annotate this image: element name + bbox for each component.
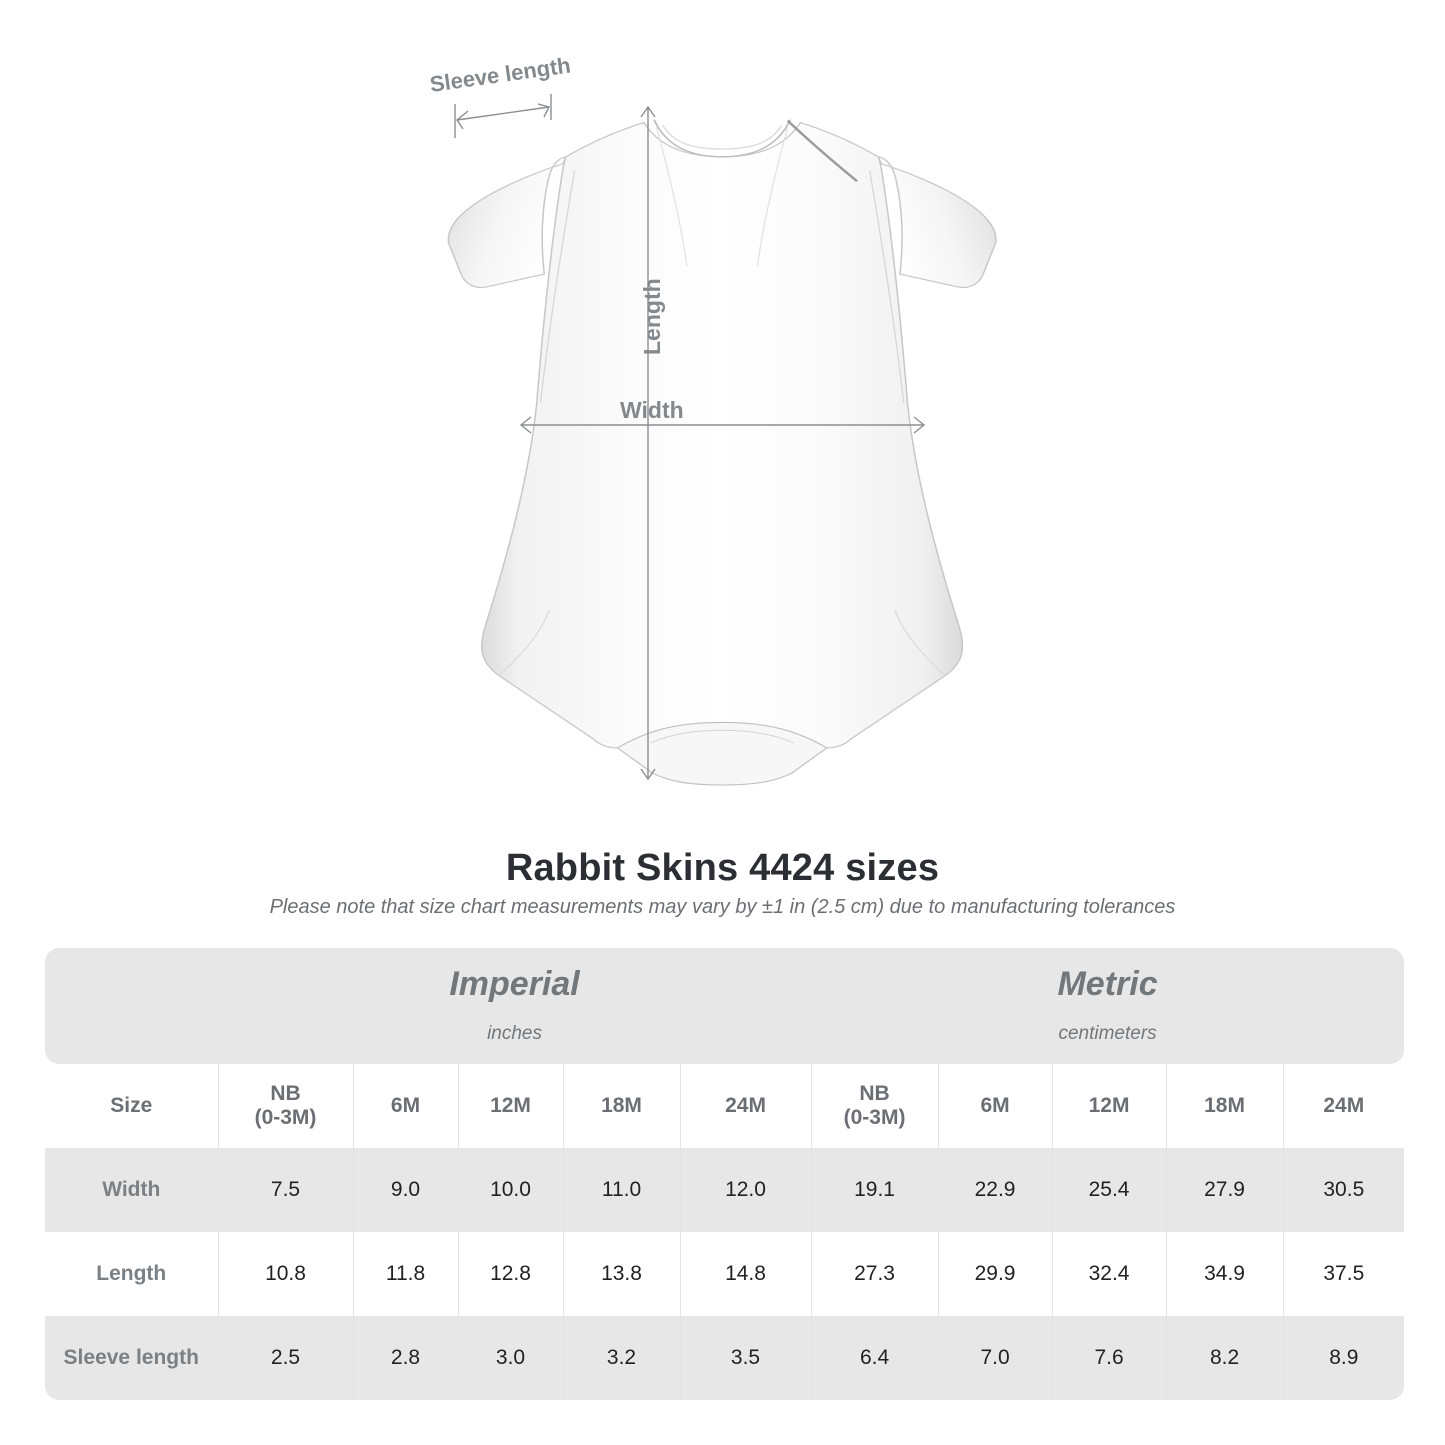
svg-text:Sleeve length: Sleeve length <box>428 52 572 96</box>
svg-text:Width: Width <box>620 397 684 423</box>
svg-text:Length: Length <box>639 278 665 355</box>
